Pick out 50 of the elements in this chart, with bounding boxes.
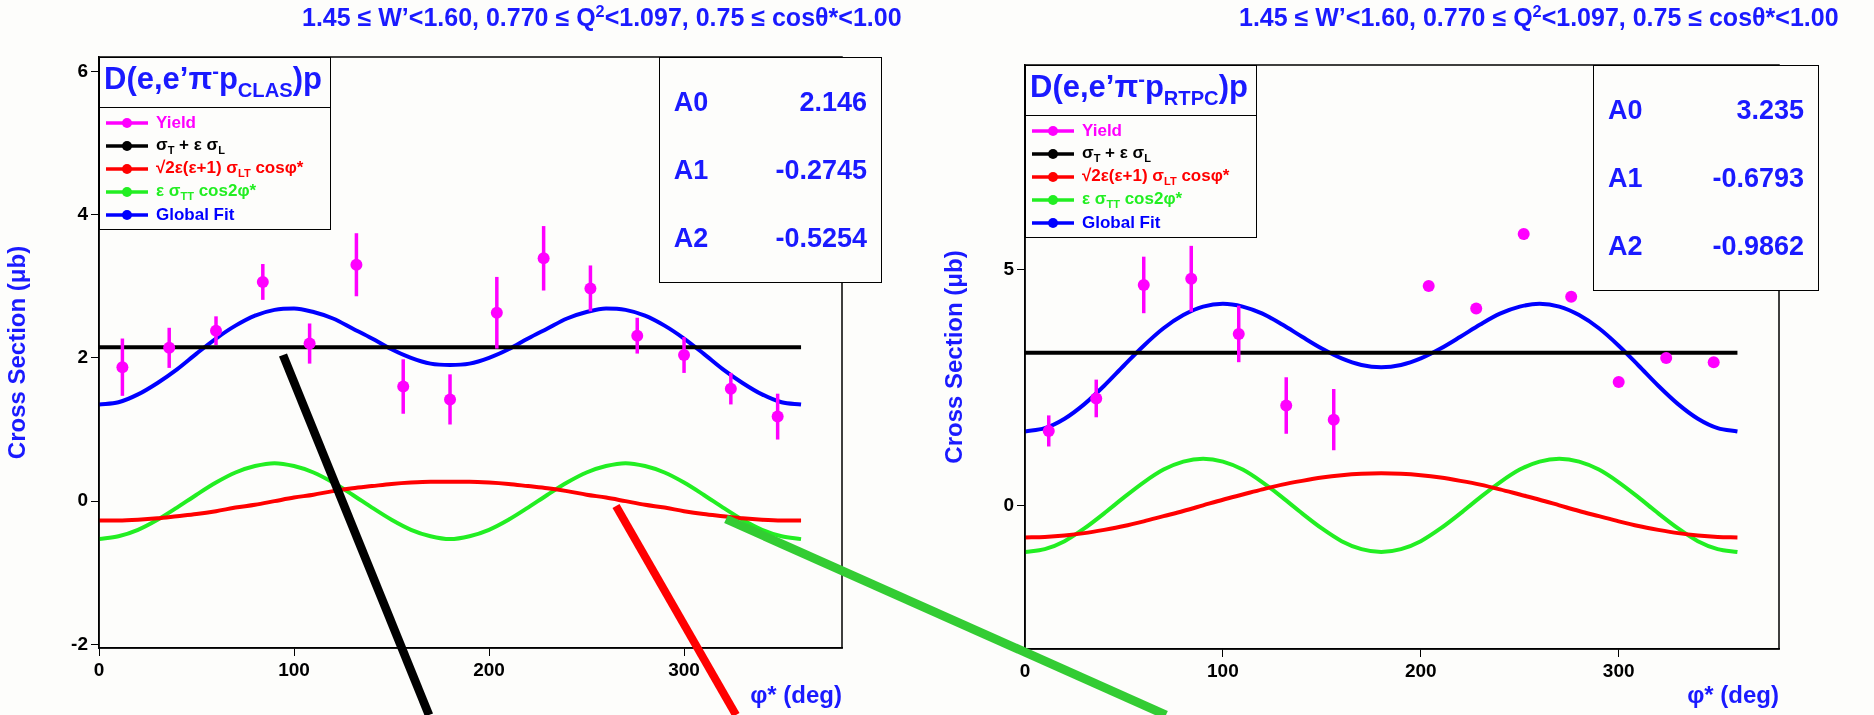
- legend-label: ε σ$_{TT}$ cos2φ*: [156, 180, 257, 203]
- line-series: [1025, 456, 1740, 554]
- x-tick-label: 0: [93, 658, 105, 680]
- y-tick-label: 6: [77, 59, 88, 81]
- legend-label: Yield: [1082, 120, 1122, 141]
- y-tick-label: 2: [77, 346, 88, 368]
- x-tick-label: 300: [1602, 659, 1635, 681]
- y-tick-label: 5: [1003, 258, 1015, 280]
- chart-title: 1.45 ≤ W’<1.60, 0.770 ≤ Q$^{2}$<1.097, 0.75 ≤ cosθ*<1.00: [1239, 2, 1839, 33]
- x-tick-label: 0: [1019, 659, 1031, 681]
- text: A2 -0.9862: [1607, 230, 1804, 261]
- legend-label: √2ε(ε+1) σ$_{LT}$ cosφ*: [1082, 165, 1230, 188]
- chart-subtitle: D(e,e’π$^{-}$p$_{RTPC}$)p: [1025, 65, 1257, 117]
- y-axis-title: Cross Section (μb): [940, 250, 968, 464]
- legend-label: √2ε(ε+1) σ$_{LT}$ cosφ*: [156, 157, 304, 180]
- x-tick-label: 100: [278, 658, 310, 680]
- chart-title: 1.45 ≤ W’<1.60, 0.770 ≤ Q$^{2}$<1.097, 0.75 ≤ cosθ*<1.00: [302, 2, 902, 33]
- y-tick-label: 0: [77, 489, 88, 511]
- x-tick-label: 200: [473, 658, 505, 680]
- legend-label: Global Fit: [156, 204, 235, 225]
- line-series: [99, 479, 804, 523]
- y-tick-label: 4: [77, 202, 89, 224]
- text: A1 -0.6793: [1607, 162, 1804, 193]
- legend-label: σ$_{T}$ + ε σ$_{L}$: [1082, 142, 1151, 165]
- text: A0 2.146: [673, 86, 867, 117]
- text: A1 -0.2745: [673, 154, 867, 185]
- point: [1517, 228, 1530, 241]
- x-axis-title: φ* (deg): [750, 681, 842, 709]
- x-tick-label: 100: [1207, 659, 1239, 681]
- line-series: [99, 306, 804, 407]
- y-tick-label: -2: [71, 632, 88, 654]
- line-series: [99, 461, 804, 542]
- chart-subtitle: D(e,e’π$^{-}$p$_{CLAS}$)p: [99, 57, 331, 109]
- point: [1612, 375, 1625, 388]
- x-tick-label: 300: [668, 658, 700, 680]
- point: [1422, 279, 1435, 292]
- point: [1470, 302, 1483, 315]
- y-axis-title: Cross Section (μb): [3, 245, 31, 460]
- line-series: [1025, 471, 1740, 540]
- text: A0 3.235: [1607, 94, 1804, 125]
- point: [1660, 351, 1673, 364]
- legend-label: σ$_{T}$ + ε σ$_{L}$: [156, 134, 225, 157]
- point: [1565, 290, 1578, 303]
- point: [1707, 356, 1720, 369]
- legend-label: Yield: [156, 112, 196, 133]
- legend-label: ε σ$_{TT}$ cos2φ*: [1082, 188, 1183, 211]
- text: A2 -0.5254: [673, 222, 867, 253]
- legend-label: Global Fit: [1082, 212, 1161, 233]
- x-axis-title: φ* (deg): [1687, 681, 1779, 709]
- x-tick-label: 200: [1404, 659, 1437, 681]
